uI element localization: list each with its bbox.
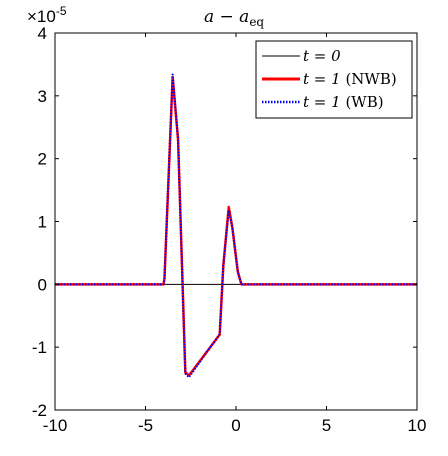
x-tick-label-4: 10	[408, 416, 427, 435]
legend-label-wb: t = 1 (WB)	[303, 93, 384, 111]
legend-label-t0: t = 0	[303, 47, 341, 65]
chart-title: a − aeq	[204, 7, 264, 29]
y-tick-label-6: 4	[38, 24, 47, 43]
y-scale-factor: ×10-5	[27, 4, 67, 26]
chart-title-subscript: eq	[249, 15, 264, 29]
y-tick-label-0: -2	[32, 401, 47, 420]
x-tick-label-3: 5	[322, 416, 331, 435]
x-tick-label-0: -10	[43, 416, 68, 435]
y-scale-exponent: -5	[56, 4, 67, 18]
y-tick-label-4: 2	[38, 150, 47, 169]
series-layer	[55, 73, 417, 379]
y-tick-label-2: 0	[38, 275, 47, 294]
x-tick-label-2: 0	[231, 416, 240, 435]
series-line-2	[55, 73, 417, 379]
x-tick-label-1: -5	[138, 416, 153, 435]
legend: t = 0 t = 1 (NWB) t = 1 (WB)	[255, 40, 413, 119]
legend-label-nwb: t = 1 (NWB)	[303, 70, 397, 88]
y-tick-label-1: -1	[32, 338, 47, 357]
y-tick-label-5: 3	[38, 87, 47, 106]
y-tick-label-3: 1	[38, 213, 47, 232]
